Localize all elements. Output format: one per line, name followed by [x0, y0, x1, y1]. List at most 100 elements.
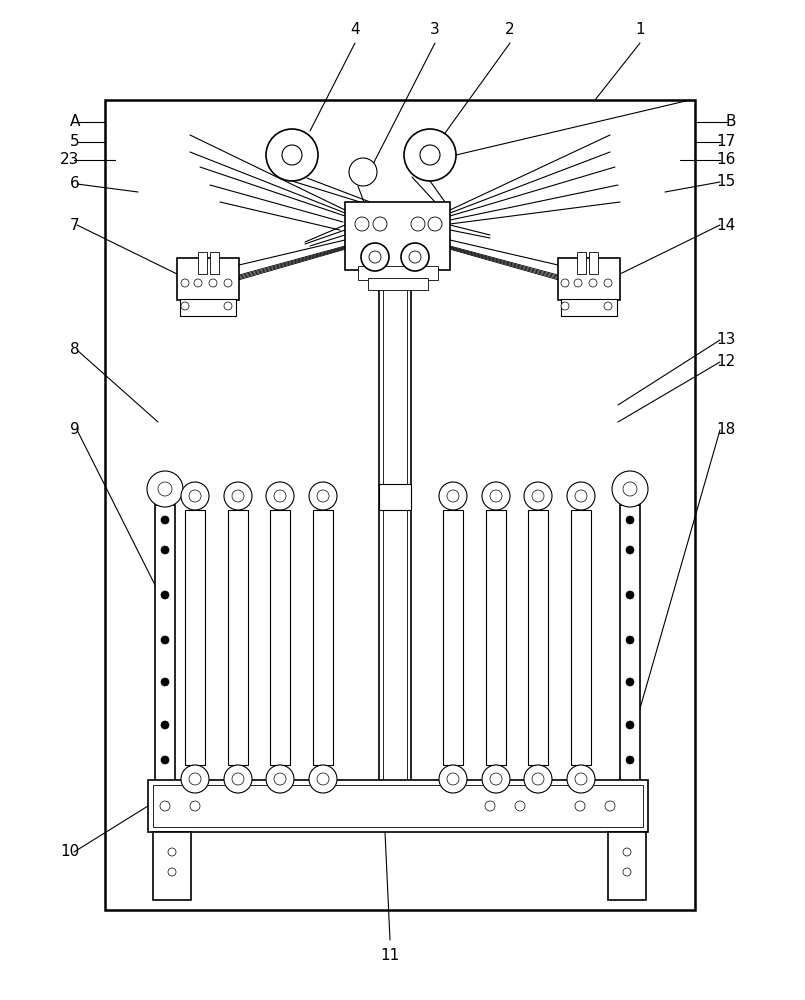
Bar: [368, 278, 428, 290]
Bar: [383, 284, 407, 781]
Text: 17: 17: [716, 134, 736, 149]
Text: 7: 7: [70, 218, 80, 232]
Text: B: B: [725, 114, 736, 129]
Circle shape: [575, 490, 587, 502]
Bar: [577, 252, 586, 274]
Circle shape: [420, 145, 440, 165]
Circle shape: [439, 765, 467, 793]
Bar: [177, 258, 239, 300]
Circle shape: [626, 636, 634, 644]
Circle shape: [524, 482, 552, 510]
Bar: [379, 280, 411, 785]
Circle shape: [567, 482, 595, 510]
Circle shape: [575, 773, 587, 785]
Circle shape: [190, 801, 200, 811]
Bar: [561, 299, 617, 316]
Circle shape: [232, 490, 244, 502]
Circle shape: [161, 721, 169, 729]
Circle shape: [181, 279, 189, 287]
Circle shape: [626, 516, 634, 524]
Circle shape: [355, 217, 369, 231]
Text: 4: 4: [350, 21, 360, 36]
Circle shape: [439, 482, 467, 510]
Text: 8: 8: [70, 342, 80, 358]
Bar: [558, 258, 620, 300]
Circle shape: [274, 490, 286, 502]
Circle shape: [623, 868, 631, 876]
Circle shape: [161, 756, 169, 764]
Circle shape: [147, 471, 183, 507]
Text: A: A: [70, 114, 80, 129]
Circle shape: [168, 868, 176, 876]
Circle shape: [532, 773, 544, 785]
Circle shape: [181, 302, 189, 310]
Circle shape: [317, 773, 329, 785]
Circle shape: [232, 773, 244, 785]
Circle shape: [160, 801, 170, 811]
Bar: [198, 252, 207, 274]
Circle shape: [561, 279, 569, 287]
Bar: [358, 266, 438, 280]
Circle shape: [524, 765, 552, 793]
Bar: [180, 299, 236, 316]
Bar: [589, 252, 598, 274]
Circle shape: [626, 678, 634, 686]
Text: 1: 1: [635, 21, 645, 36]
Text: 6: 6: [70, 176, 80, 192]
Circle shape: [626, 756, 634, 764]
Circle shape: [317, 490, 329, 502]
Bar: [486, 510, 506, 765]
Circle shape: [309, 765, 337, 793]
Circle shape: [604, 302, 612, 310]
Circle shape: [428, 217, 442, 231]
Circle shape: [574, 279, 582, 287]
Circle shape: [409, 251, 421, 263]
Circle shape: [181, 765, 209, 793]
Bar: [155, 505, 175, 785]
Circle shape: [490, 773, 502, 785]
Bar: [620, 505, 640, 785]
Circle shape: [282, 145, 302, 165]
Circle shape: [224, 482, 252, 510]
Circle shape: [485, 801, 495, 811]
Circle shape: [266, 765, 294, 793]
Circle shape: [189, 490, 201, 502]
Circle shape: [161, 678, 169, 686]
Circle shape: [266, 482, 294, 510]
Circle shape: [224, 765, 252, 793]
Bar: [270, 510, 290, 765]
Text: 16: 16: [716, 152, 736, 167]
Text: 14: 14: [716, 218, 736, 232]
Circle shape: [349, 158, 377, 186]
Circle shape: [482, 482, 510, 510]
Circle shape: [373, 217, 387, 231]
Circle shape: [401, 243, 429, 271]
Circle shape: [490, 490, 502, 502]
Text: 23: 23: [60, 152, 80, 167]
Circle shape: [194, 279, 202, 287]
Circle shape: [404, 129, 456, 181]
Text: 18: 18: [716, 422, 736, 438]
Bar: [608, 832, 646, 900]
Bar: [153, 785, 643, 827]
Circle shape: [575, 801, 585, 811]
Bar: [379, 484, 411, 510]
Bar: [105, 100, 695, 910]
Bar: [210, 252, 219, 274]
Circle shape: [626, 591, 634, 599]
Text: 10: 10: [60, 844, 79, 859]
Bar: [313, 510, 333, 765]
Circle shape: [411, 217, 425, 231]
Circle shape: [209, 279, 217, 287]
Bar: [153, 832, 191, 900]
Circle shape: [361, 243, 389, 271]
Text: 9: 9: [70, 422, 80, 438]
Text: 2: 2: [506, 21, 515, 36]
Circle shape: [369, 251, 381, 263]
Circle shape: [626, 546, 634, 554]
Text: 11: 11: [381, 948, 399, 962]
Circle shape: [567, 765, 595, 793]
Circle shape: [612, 471, 648, 507]
Circle shape: [161, 636, 169, 644]
Circle shape: [224, 279, 232, 287]
